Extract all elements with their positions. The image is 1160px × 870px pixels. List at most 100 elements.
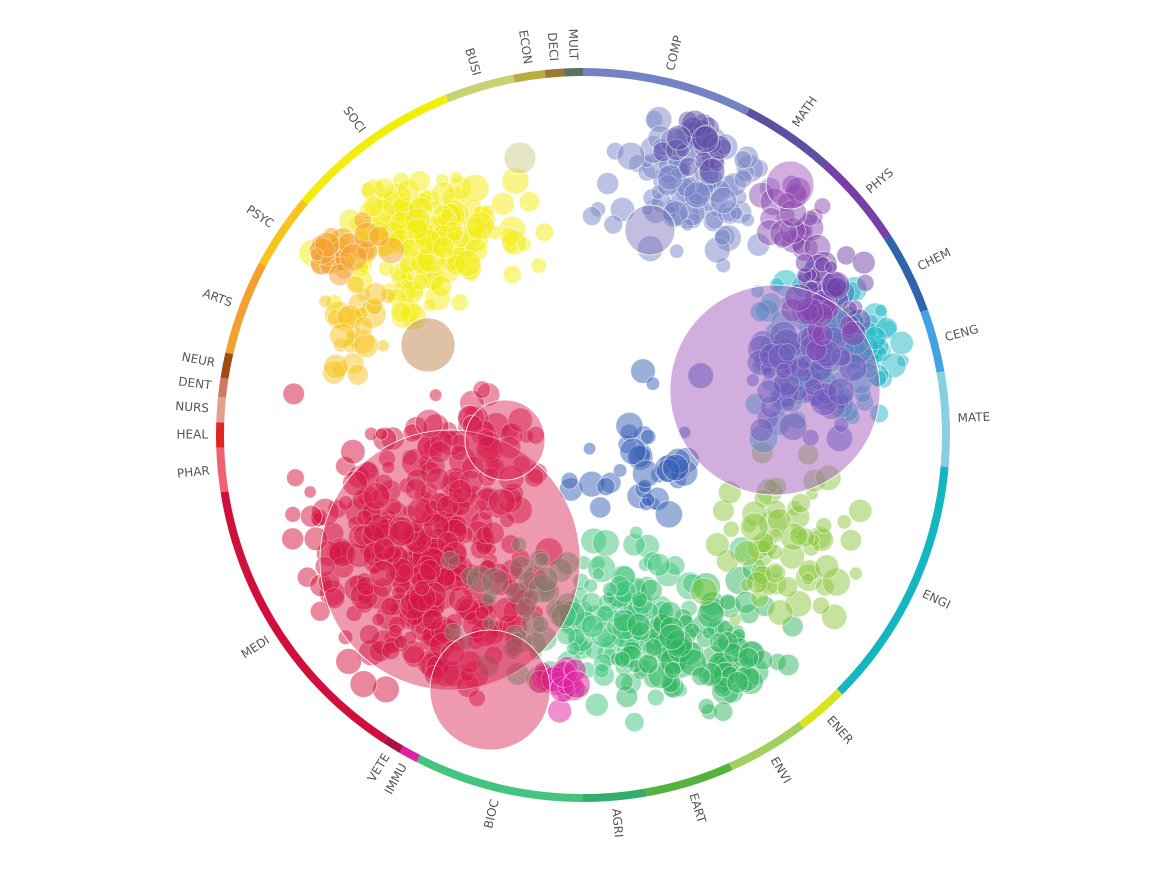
bubble: [691, 125, 719, 154]
bubble: [687, 362, 714, 389]
ring-segment: [216, 447, 229, 493]
bubble: [482, 616, 496, 630]
bubble: [391, 585, 406, 600]
bubble: [874, 303, 888, 318]
bubble: [360, 181, 377, 199]
bubble: [498, 465, 525, 492]
bubble: [373, 177, 395, 199]
bubble: [626, 612, 651, 637]
segment-label: MULT: [566, 28, 581, 61]
bubble: [364, 282, 388, 306]
bubble: [640, 428, 657, 445]
bubble: [733, 540, 760, 567]
bubble: [784, 283, 813, 312]
bubble: [726, 671, 749, 694]
ring-segment: [920, 309, 945, 373]
ring-segment: [512, 70, 546, 83]
ring-segment: [582, 788, 647, 802]
bubble: [691, 666, 711, 686]
bubble: [533, 566, 559, 592]
bubble: [424, 664, 445, 686]
segment-label: MATH: [789, 94, 820, 130]
bubble: [680, 218, 694, 232]
bubble: [637, 653, 659, 675]
bubble: [501, 229, 528, 256]
bubble: [282, 382, 305, 406]
bubble: [502, 264, 522, 284]
bubble: [447, 586, 474, 613]
bubble: [717, 480, 742, 505]
bubble: [856, 273, 875, 292]
bubble: [487, 488, 516, 516]
segment-label: CENG: [943, 322, 980, 344]
bubble: [335, 648, 363, 675]
segment-label: SOCI: [340, 104, 368, 136]
bubble: [714, 228, 732, 246]
bubble: [286, 468, 305, 488]
bubble: [594, 663, 610, 679]
bubble: [524, 467, 545, 488]
bubble: [440, 640, 466, 666]
bubble: [814, 554, 840, 579]
bubble: [448, 479, 473, 504]
bubble: [678, 425, 692, 439]
bubble: [388, 520, 416, 547]
bubble: [796, 354, 812, 370]
ring-segment: [399, 745, 421, 762]
ring-segment: [729, 721, 804, 771]
bubble: [390, 301, 412, 323]
bubble: [654, 500, 683, 529]
ring-segment: [220, 352, 234, 379]
bubble: [827, 377, 855, 406]
segment-label: DENT: [178, 374, 213, 392]
segment-label: NEUR: [181, 350, 217, 370]
bubble: [547, 698, 572, 724]
bubble: [722, 520, 740, 538]
bubble: [591, 567, 605, 581]
ring-segment: [544, 68, 565, 78]
bubble: [733, 150, 753, 170]
bubble: [354, 316, 374, 336]
bubble: [728, 612, 742, 626]
bubble: [749, 418, 774, 442]
bubble: [602, 581, 618, 598]
segment-label: BUSI: [462, 46, 483, 77]
ring-segment: [216, 396, 226, 423]
segment-label: PSYC: [244, 202, 277, 230]
segment-label: ECON: [516, 29, 535, 65]
bubble: [562, 670, 591, 699]
bubble: [740, 212, 755, 227]
bubble: [775, 362, 792, 379]
bubble: [473, 498, 488, 513]
bubble: [422, 297, 437, 312]
bubble: [851, 250, 876, 275]
bubble: [662, 453, 690, 482]
bubble: [362, 482, 391, 510]
bubble: [534, 222, 555, 242]
bubble: [414, 408, 444, 438]
bubble: [801, 572, 815, 586]
bubble: [624, 204, 676, 256]
bubble: [794, 252, 815, 273]
segment-label: EART: [686, 791, 709, 825]
bubble: [323, 353, 349, 380]
bubble: [309, 247, 324, 262]
bubble: [824, 260, 838, 274]
bubble: [582, 206, 602, 227]
bubble: [376, 339, 390, 353]
bubble: [790, 493, 811, 514]
bubble: [457, 633, 474, 650]
bubble: [683, 181, 712, 209]
bubble: [393, 635, 408, 649]
segment-label: NURS: [175, 399, 210, 415]
bubble: [689, 577, 719, 606]
ring-segment: [220, 491, 388, 743]
bubble: [369, 560, 397, 588]
bubble: [778, 343, 797, 362]
bubble: [644, 638, 664, 657]
bubble: [476, 654, 500, 678]
segment-label: HEAL: [177, 428, 209, 442]
bubble: [631, 591, 648, 608]
bubble: [481, 567, 510, 596]
